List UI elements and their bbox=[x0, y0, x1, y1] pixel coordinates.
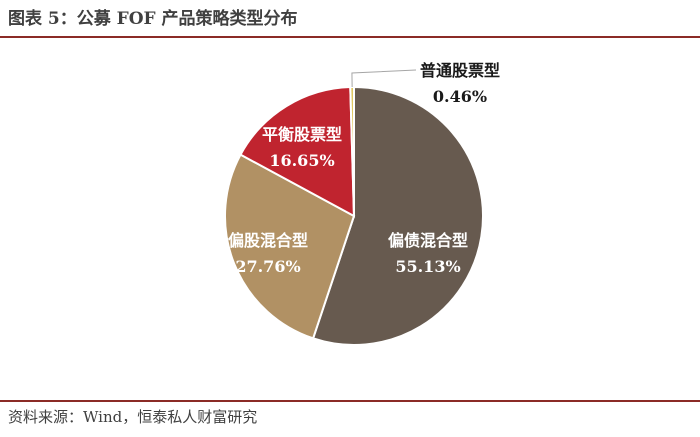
pie-chart: 偏债混合型 55.13% 偏股混合型 27.76% 平衡股票型 16.65% 普通股票型 0.… bbox=[224, 61, 500, 346]
slice-value-label: 16.65% bbox=[269, 151, 334, 170]
pie-slice bbox=[349, 85, 355, 217]
pie-slice bbox=[239, 86, 356, 218]
slice-value-label: 0.46% bbox=[433, 87, 487, 106]
pie-slice bbox=[224, 153, 356, 340]
slice-value-label: 55.13% bbox=[395, 257, 460, 276]
slice-name-label: 偏债混合型 bbox=[388, 231, 468, 250]
slice-name-label: 平衡股票型 bbox=[262, 125, 342, 144]
slice-name-label: 偏股混合型 bbox=[228, 231, 308, 250]
leader-line bbox=[351, 69, 417, 88]
source-note: 资料来源：Wind，恒泰私人财富研究 bbox=[8, 408, 258, 426]
title-divider bbox=[0, 36, 700, 38]
pie-slice bbox=[311, 85, 484, 346]
slice-value-label: 27.76% bbox=[235, 257, 300, 276]
footer-divider bbox=[0, 400, 700, 402]
chart-title: 图表 5：公募 FOF 产品策略类型分布 bbox=[8, 9, 298, 29]
slice-name-label: 普通股票型 bbox=[420, 61, 500, 80]
